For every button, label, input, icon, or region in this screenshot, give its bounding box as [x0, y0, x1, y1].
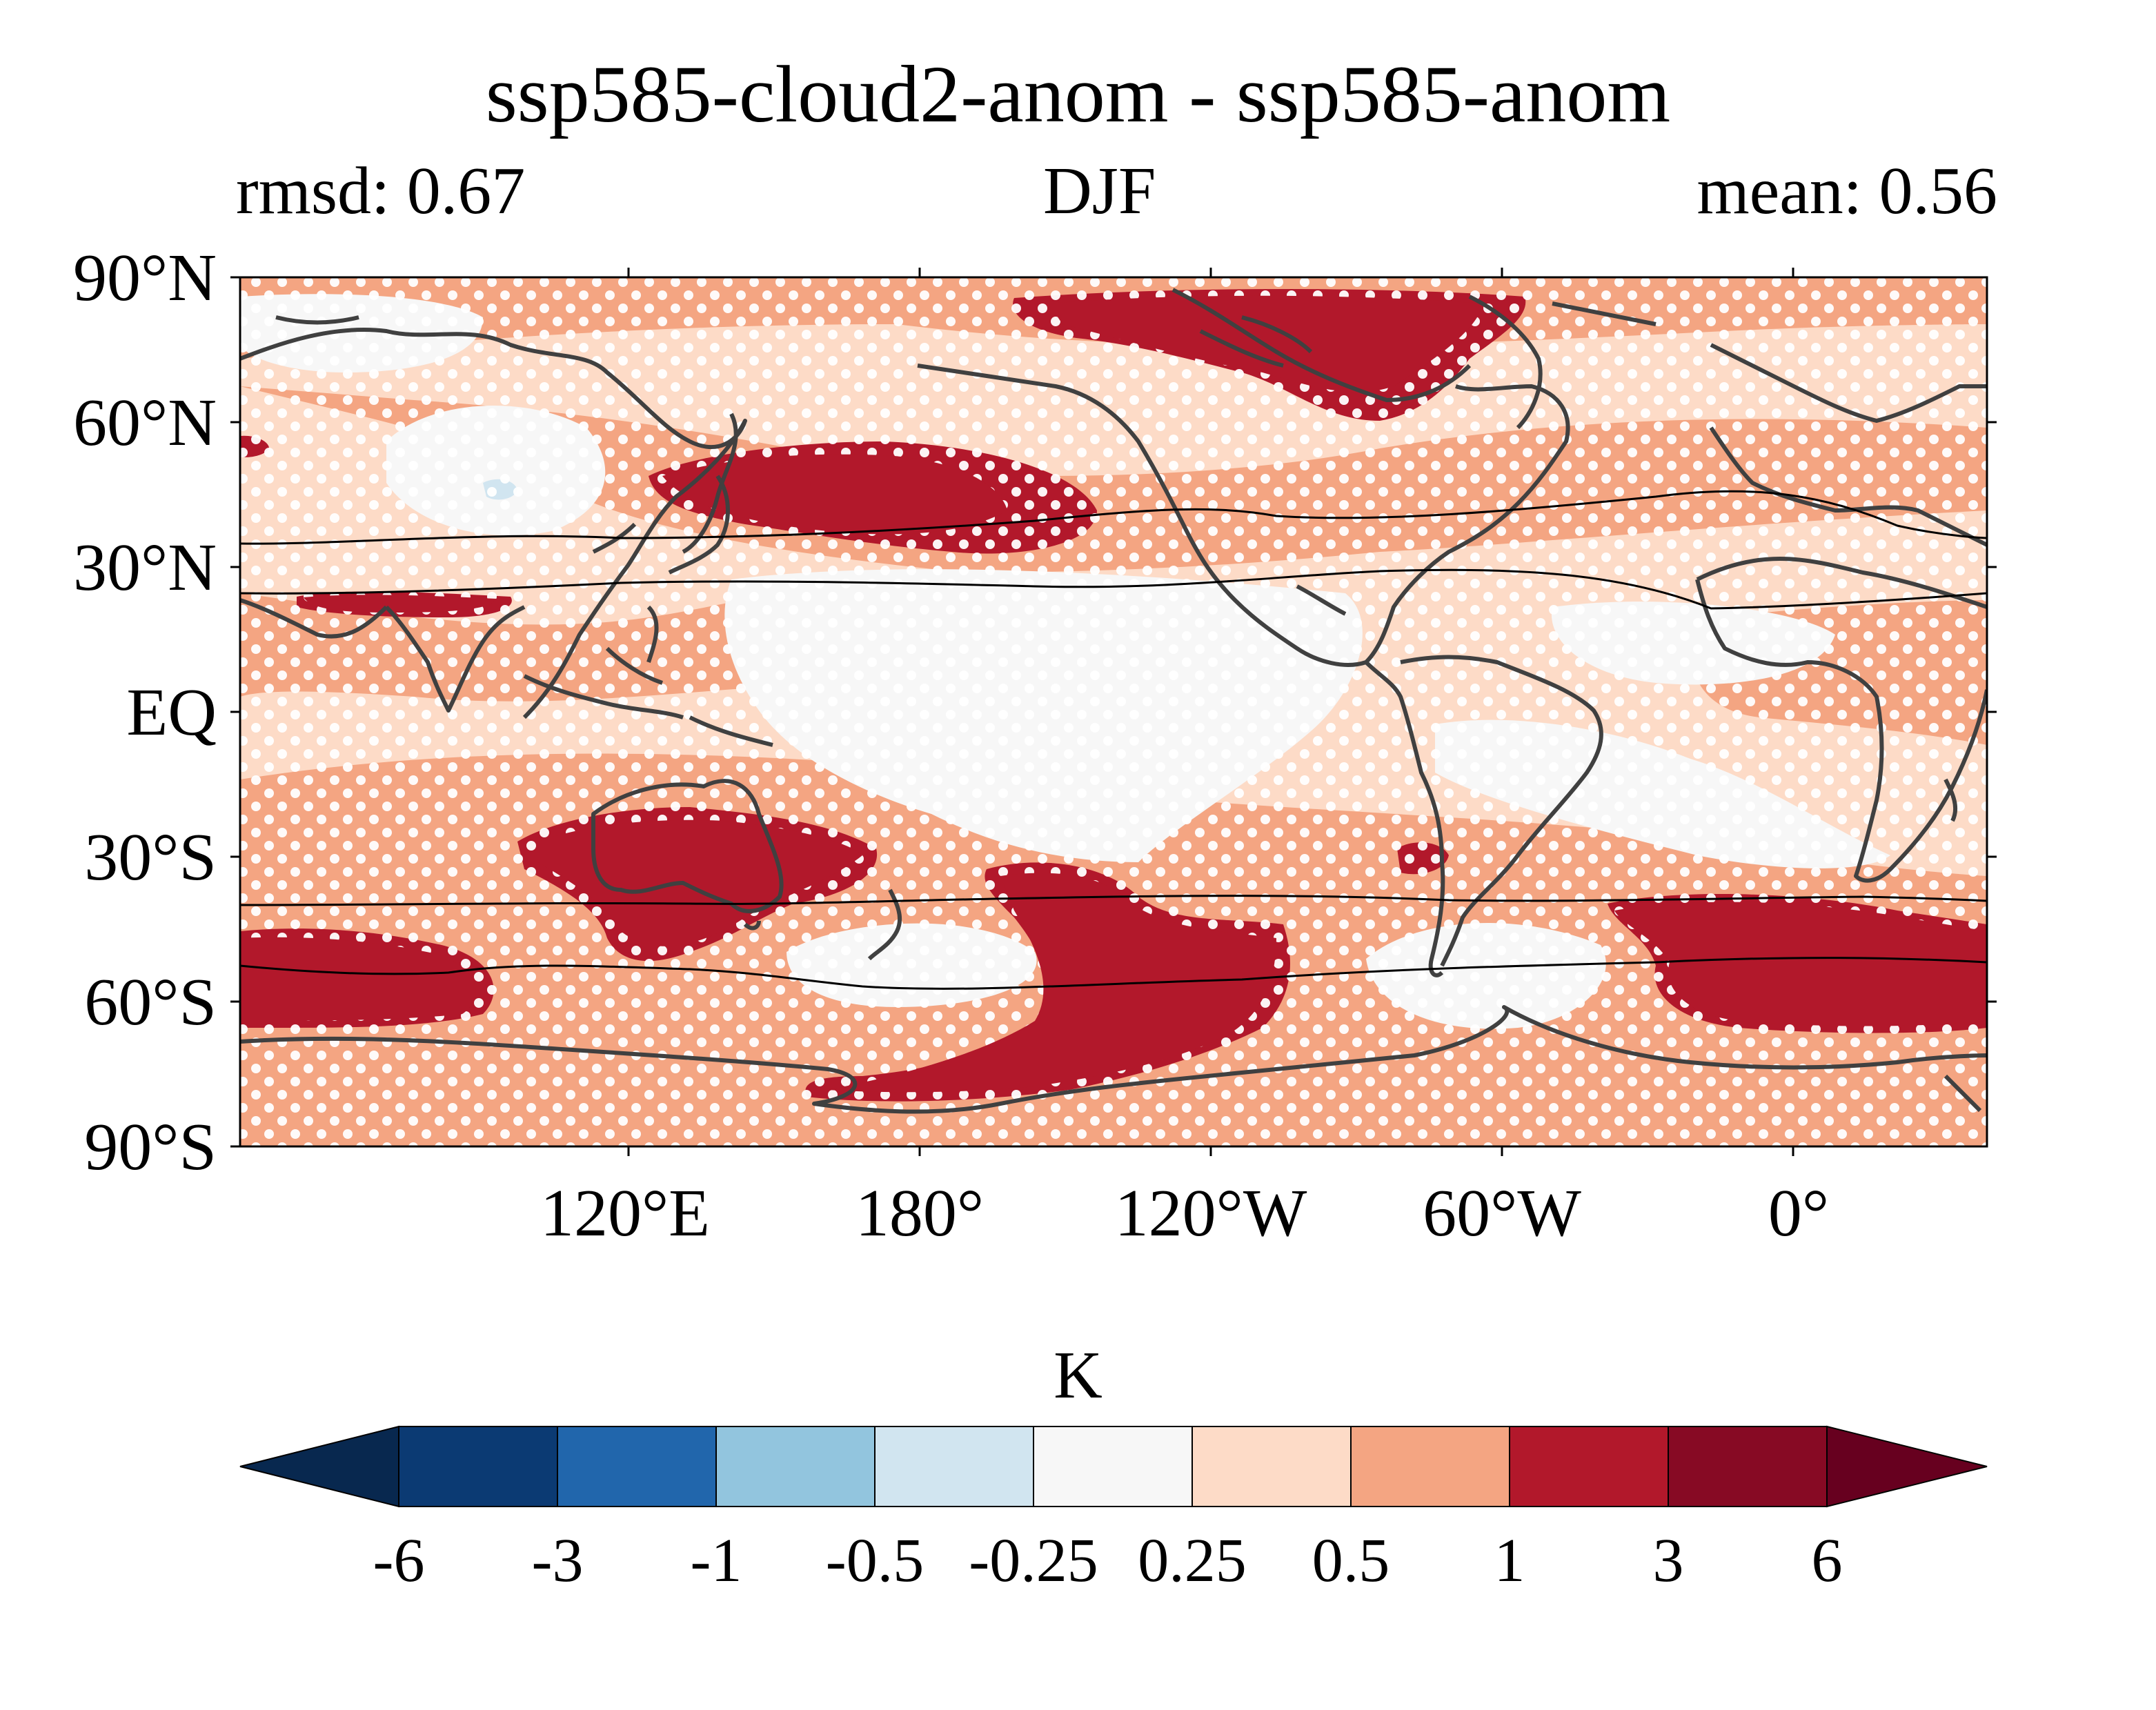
colorbar-tick-label: -0.5 — [825, 1527, 924, 1595]
colorbar-bin — [1191, 1426, 1352, 1507]
colorbar-tick-label: 0.5 — [1312, 1527, 1390, 1595]
lon-label: 0° — [1768, 1176, 1830, 1251]
season-label: DJF — [1043, 154, 1156, 228]
colorbar-tick-label: 0.25 — [1138, 1527, 1247, 1595]
colorbar-tick-label: -3 — [531, 1527, 584, 1595]
lat-label: 30°N — [73, 530, 217, 605]
colorbar — [239, 1425, 1988, 1508]
colorbar-tick-label: 6 — [1811, 1527, 1843, 1595]
colorbar-unit-label: K — [1054, 1338, 1102, 1413]
rmsd-label: rmsd: 0.67 — [236, 154, 526, 228]
lon-label: 60°W — [1423, 1176, 1581, 1251]
jet-lines — [240, 490, 1987, 990]
lat-label: 30°S — [84, 820, 217, 895]
colorbar-tick-label: 3 — [1652, 1527, 1684, 1595]
lon-label: 120°E — [540, 1176, 711, 1251]
lat-label: 60°N — [73, 386, 217, 460]
coastlines — [240, 288, 1987, 1114]
map-panel — [240, 277, 1987, 1146]
lat-label: 90°N — [73, 241, 217, 315]
colorbar-bin — [1033, 1426, 1193, 1507]
colorbar-extend-low — [239, 1425, 399, 1508]
colorbar-bin — [398, 1426, 558, 1507]
colorbar-bin — [1668, 1426, 1828, 1507]
colorbar-tick-label: 1 — [1494, 1527, 1525, 1595]
colorbar-bin — [1509, 1426, 1669, 1507]
colorbar-tick-label: -0.25 — [969, 1527, 1098, 1595]
colorbar-tick-label: -1 — [690, 1527, 742, 1595]
lat-label: 60°S — [84, 965, 217, 1040]
colorbar-extend-high — [1826, 1425, 1988, 1508]
lon-label: 120°W — [1114, 1176, 1307, 1251]
plot-title: ssp585-cloud2-anom - ssp585-anom — [485, 49, 1671, 139]
mean-label: mean: 0.56 — [1697, 154, 1997, 228]
colorbar-tick-label: -6 — [373, 1527, 425, 1595]
lat-label: EQ — [126, 675, 217, 750]
colorbar-bin — [715, 1426, 876, 1507]
lon-label: 180° — [855, 1176, 985, 1251]
colorbar-bin — [1350, 1426, 1510, 1507]
colorbar-bin — [557, 1426, 717, 1507]
lat-label: 90°S — [84, 1110, 217, 1184]
axis-ticks — [230, 268, 1997, 1156]
colorbar-bin — [874, 1426, 1034, 1507]
